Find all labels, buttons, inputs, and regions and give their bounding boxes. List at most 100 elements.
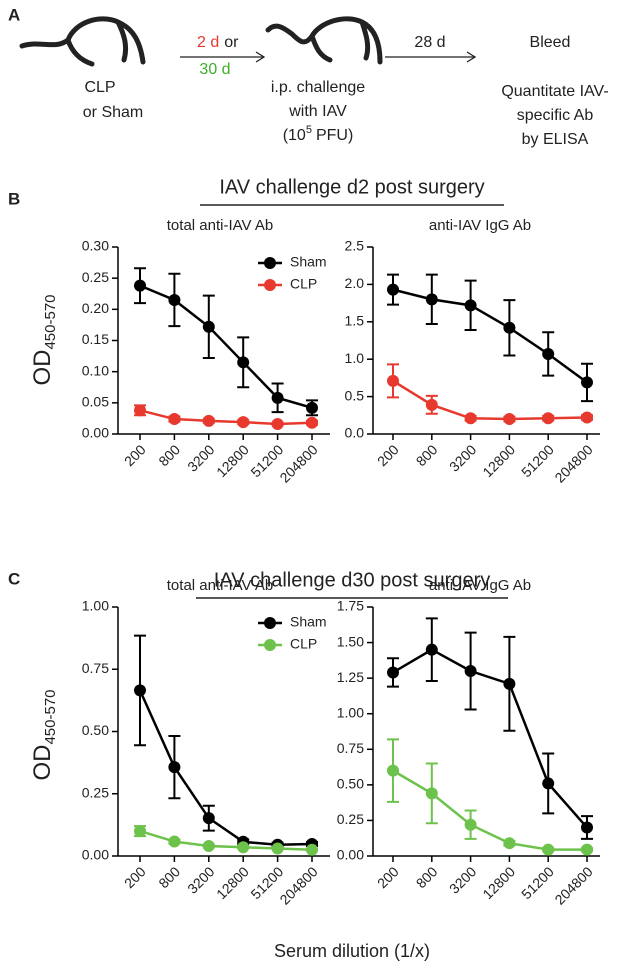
x-tick-label: 204800 [276, 441, 320, 485]
data-point [271, 391, 284, 404]
section-title: IAV challenge d30 post surgery [214, 569, 490, 591]
y-tick-label: 0.30 [82, 238, 109, 254]
series-line [392, 379, 588, 421]
data-point [387, 283, 399, 296]
y-label-sub: 450-570 [42, 689, 59, 744]
y-tick-label: 0.25 [82, 269, 109, 285]
y-label-main: OD [29, 745, 56, 781]
y-axis-label: OD450-570 [29, 294, 59, 385]
y-tick-label: 0.05 [82, 394, 109, 410]
y-tick-label: 0.75 [82, 660, 109, 676]
y-tick-label: 0.50 [82, 722, 109, 738]
data-point [237, 416, 250, 429]
y-label-main: OD [29, 350, 56, 386]
series-line [392, 648, 588, 829]
x-tick-label: 200 [374, 441, 402, 469]
data-point [306, 843, 318, 856]
series-line [139, 829, 313, 852]
y-tick-label: 0.00 [82, 847, 109, 863]
legend-marker [264, 639, 276, 651]
data-point [464, 412, 477, 425]
data-point [202, 840, 215, 853]
series-line [392, 769, 587, 851]
section-title: IAV challenge d2 post surgery [219, 176, 484, 198]
delay-text: 28 d [414, 34, 445, 51]
step-text: Bleed [530, 34, 571, 51]
y-tick-label: 0.50 [337, 776, 364, 792]
legend-marker [264, 279, 276, 291]
y-tick-label: 0.20 [82, 300, 109, 316]
y-tick-label: 0.15 [82, 331, 109, 347]
dose-unit: PFU) [316, 127, 353, 144]
data-point [425, 398, 438, 411]
chart-title: total anti-IAV Ab [167, 217, 273, 234]
legend-label: Sham [290, 614, 327, 630]
data-point [464, 818, 477, 831]
step-text: with IAV [288, 103, 347, 120]
data-point [134, 825, 146, 838]
series-line [392, 288, 588, 384]
data-point [134, 684, 146, 697]
y-tick-label: 1.25 [337, 669, 364, 685]
x-tick-label: 200 [374, 863, 402, 891]
legend-marker [264, 617, 276, 629]
arrow-head [255, 51, 266, 63]
data-point [503, 677, 516, 690]
y-tick-label: 1.00 [82, 598, 109, 614]
data-point [134, 404, 146, 417]
y-axis-label: OD450-570 [29, 689, 59, 780]
legend-label: CLP [290, 636, 317, 652]
delay-text: 2 d or [197, 34, 239, 51]
x-tick-label: 200 [121, 863, 149, 891]
mouse-icon [265, 16, 383, 65]
y-tick-label: 2.5 [345, 238, 365, 254]
legend-label: CLP [290, 276, 317, 292]
y-tick-label: 0.25 [82, 784, 109, 800]
y-tick-label: 2.0 [345, 275, 365, 291]
data-point [387, 764, 399, 777]
data-point [168, 835, 181, 848]
data-point [503, 413, 516, 426]
arrow-head [466, 51, 477, 63]
data-point [542, 777, 555, 790]
data-point [503, 321, 516, 334]
x-axis-label: Serum dilution (1/x) [274, 941, 430, 961]
mouse-icon [19, 16, 146, 67]
data-point [168, 413, 181, 426]
legend-marker [264, 257, 276, 269]
dose: (10 [283, 127, 306, 144]
data-point [581, 376, 593, 389]
x-tick-label: 200 [121, 441, 149, 469]
data-point [202, 812, 215, 825]
x-tick-label: 800 [155, 863, 183, 891]
data-point [542, 347, 555, 360]
x-tick-label: 204800 [276, 863, 320, 907]
data-point [542, 412, 555, 425]
data-point [237, 841, 250, 854]
chart-title: total anti-IAV Ab [167, 577, 273, 594]
step-text: Quantitate IAV- [501, 83, 608, 100]
data-point [425, 643, 438, 656]
data-point [581, 843, 593, 856]
y-tick-label: 1.0 [345, 350, 365, 366]
dose-exponent: 5 [306, 124, 312, 136]
y-tick-label: 1.75 [337, 598, 364, 614]
step-text: specific Ab [517, 107, 594, 124]
data-point [306, 401, 318, 414]
data-point [237, 356, 250, 369]
data-point [425, 293, 438, 306]
delay-red: 2 d [197, 34, 219, 51]
series-line [138, 689, 313, 847]
y-tick-label: 1.50 [337, 633, 364, 649]
delay-or: or [224, 34, 239, 51]
panel-letter: B [8, 189, 20, 208]
data-point [464, 665, 477, 678]
y-tick-label: 0.0 [345, 425, 365, 441]
step-text: CLP [84, 79, 115, 96]
step-text: or Sham [83, 104, 143, 121]
series-line [139, 409, 313, 426]
delay-green: 30 d [199, 61, 230, 78]
y-tick-label: 0.25 [337, 811, 364, 827]
x-tick-label: 12800 [213, 441, 252, 480]
data-point [271, 418, 284, 431]
